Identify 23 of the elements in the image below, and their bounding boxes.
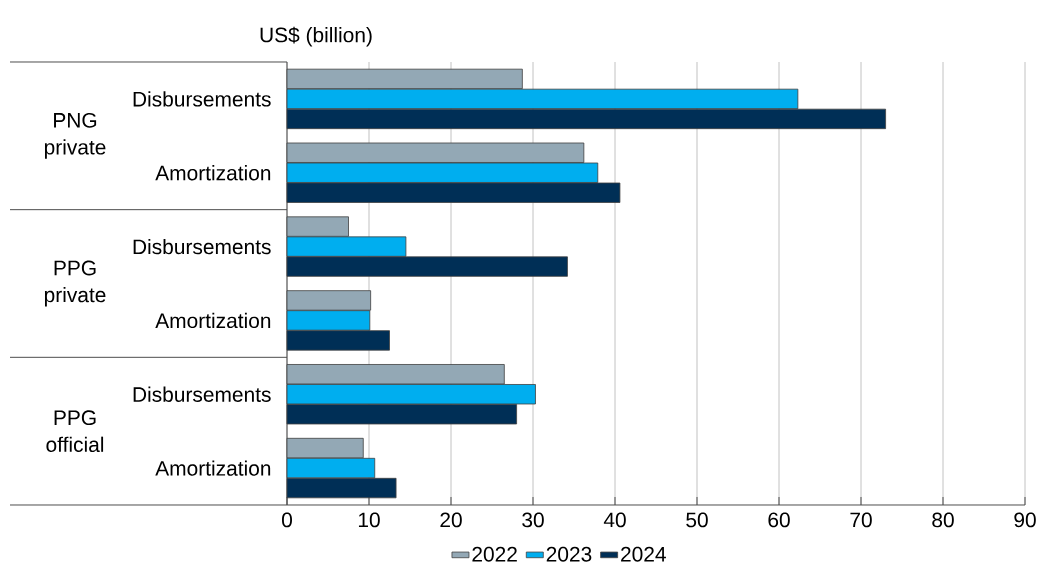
legend-label: 2024 [621,546,666,562]
legend-label: 2023 [546,546,592,562]
legend-label: 2022 [472,546,517,562]
text: PPG official [46,410,104,453]
x-tick-label: 80 [932,512,954,528]
y-tick-label: Amortization [155,165,271,181]
y-tick-label: Amortization [155,460,271,476]
x-tick-label: 10 [358,512,380,528]
x-tick-label: 40 [603,512,626,528]
text: PPG private [44,260,106,307]
y-tick-label: Disbursements [133,91,271,107]
x-tick-label: 90 [1014,512,1036,528]
x-tick-label: 30 [522,512,544,528]
x-tick-label: 60 [768,512,790,528]
y-tick-label: Disbursements [133,238,271,255]
x-tick-label: 50 [686,512,708,528]
x-axis-title: US$ (billion) [260,26,372,47]
y-tick-label: Amortization [155,312,271,329]
x-tick-label: 20 [440,512,462,528]
text: PNG private [44,112,106,159]
y-tick-label: Disbursements [133,386,271,402]
x-tick-label: 0 [282,512,292,528]
x-tick-label: 70 [850,512,872,528]
